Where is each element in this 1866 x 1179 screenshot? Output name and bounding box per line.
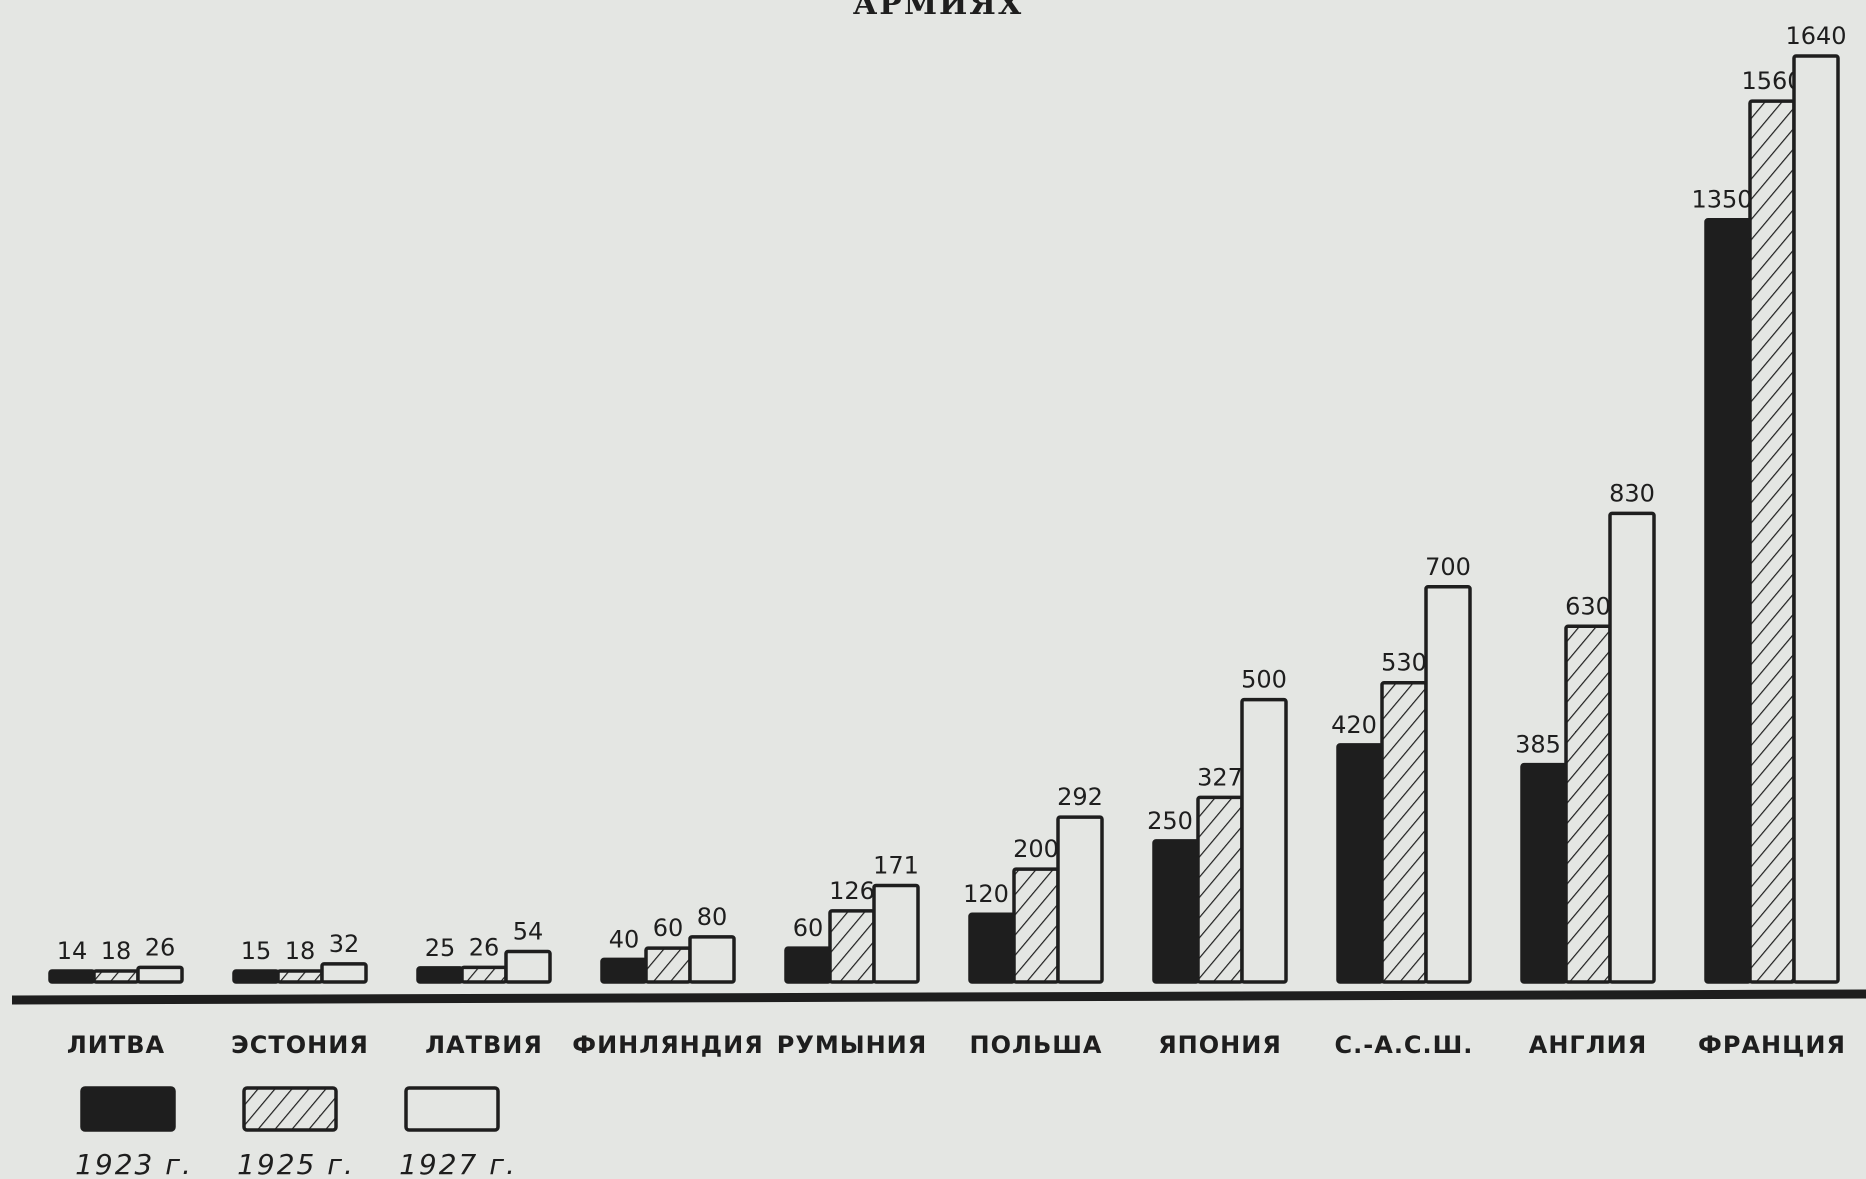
- category-label-5: РУМЫНИЯ: [777, 1031, 928, 1059]
- bar-7-2: [1196, 795, 1244, 984]
- value-label-8-1: 420: [1331, 711, 1377, 739]
- legend-swatch-1: [80, 1086, 176, 1132]
- category-label-1: ЛИТВА: [67, 1031, 165, 1059]
- value-label-4-1: 40: [609, 925, 640, 953]
- bar-3-2: [460, 965, 508, 984]
- legend: 1923 г. 1925 г. 1927 г.: [75, 1086, 517, 1179]
- value-label-2-2: 18: [285, 937, 316, 965]
- bar-10-1: [1704, 217, 1752, 984]
- value-label-3-3: 54: [513, 918, 544, 946]
- value-label-10-3: 1640: [1785, 22, 1846, 50]
- category-label-2: ЭСТОНИЯ: [231, 1031, 369, 1059]
- category-label-8: С.-А.С.Ш.: [1335, 1031, 1474, 1059]
- bar-8-3: [1424, 585, 1472, 984]
- category-label-3: ЛАТВИЯ: [425, 1031, 543, 1059]
- category-label-9: АНГЛИЯ: [1529, 1031, 1647, 1059]
- value-label-6-3: 292: [1057, 783, 1103, 811]
- bar-4-1: [600, 957, 648, 984]
- value-label-10-1: 1350: [1691, 186, 1752, 214]
- bar-2-1: [232, 969, 280, 984]
- value-label-6-2: 200: [1013, 835, 1059, 863]
- legend-label-2: 1925 г.: [237, 1148, 355, 1179]
- bar-9-2: [1564, 624, 1612, 984]
- bar-4-2: [644, 946, 692, 984]
- legend-swatch-3: [404, 1086, 500, 1132]
- value-label-9-3: 830: [1609, 479, 1655, 507]
- bar-8-2: [1380, 680, 1428, 984]
- category-label-7: ЯПОНИЯ: [1158, 1031, 1282, 1059]
- value-label-7-2: 327: [1197, 763, 1243, 791]
- category-label-4: ФИНЛЯНДИЯ: [572, 1031, 763, 1059]
- value-label-6-1: 120: [963, 880, 1009, 908]
- value-label-1-1: 14: [57, 937, 88, 965]
- baseline-axis: [11, 989, 1866, 1005]
- bar-1-2: [92, 969, 140, 984]
- value-label-9-1: 385: [1515, 731, 1561, 759]
- legend-swatch-2: [242, 1086, 338, 1132]
- value-label-3-2: 26: [469, 933, 500, 961]
- bar-6-3: [1056, 815, 1104, 984]
- value-label-5-1: 60: [793, 914, 824, 942]
- legend-label-1: 1923 г.: [75, 1148, 193, 1179]
- value-label-4-3: 80: [697, 903, 728, 931]
- bar-2-2: [276, 969, 324, 984]
- value-label-5-3: 171: [873, 851, 919, 879]
- value-label-1-2: 18: [101, 937, 132, 965]
- bar-7-1: [1152, 839, 1200, 984]
- bar-3-3: [504, 949, 552, 984]
- bar-5-2: [828, 909, 876, 984]
- value-label-3-1: 25: [425, 934, 456, 962]
- bar-8-1: [1336, 743, 1384, 984]
- value-label-8-2: 530: [1381, 649, 1427, 677]
- value-label-2-3: 32: [329, 930, 360, 958]
- category-labels: ЛИТВА ЭСТОНИЯ ЛАТВИЯ ФИНЛЯНДИЯ РУМЫНИЯ ПОЛЬША…: [67, 1031, 1846, 1059]
- value-label-1-3: 26: [145, 933, 176, 961]
- category-label-10: ФРАНЦИЯ: [1698, 1031, 1846, 1059]
- bar-3-1: [416, 966, 464, 984]
- value-label-2-1: 15: [241, 937, 272, 965]
- legend-label-3: 1927 г.: [399, 1148, 517, 1179]
- bar-1-3: [136, 965, 184, 984]
- bar-5-3: [872, 883, 920, 984]
- bar-10-3: [1792, 54, 1840, 984]
- value-label-5-2: 126: [829, 877, 875, 905]
- chart-title: АРМИЯХ: [853, 0, 1023, 22]
- bar-6-1: [968, 912, 1016, 984]
- category-label-6: ПОЛЬША: [970, 1031, 1103, 1059]
- bar-5-1: [784, 946, 832, 984]
- bar-1-1: [48, 969, 96, 984]
- bar-6-2: [1012, 867, 1060, 984]
- value-label-8-3: 700: [1425, 553, 1471, 581]
- bar-10-2: [1748, 99, 1796, 984]
- bar-4-3: [688, 935, 736, 984]
- value-label-4-2: 60: [653, 914, 684, 942]
- value-label-7-3: 500: [1241, 666, 1287, 694]
- bar-9-1: [1520, 762, 1568, 984]
- bar-7-3: [1240, 697, 1288, 984]
- bar-2-3: [320, 962, 368, 984]
- value-label-7-1: 250: [1147, 807, 1193, 835]
- bar-9-3: [1608, 511, 1656, 984]
- value-label-9-2: 630: [1565, 592, 1611, 620]
